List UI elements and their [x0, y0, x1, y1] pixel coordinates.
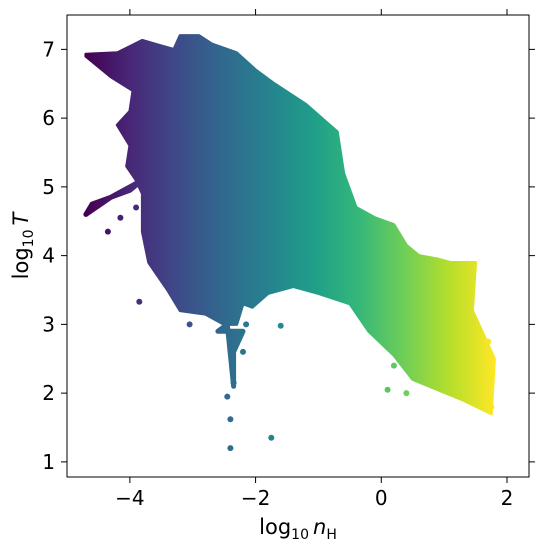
scatter-point: [133, 204, 140, 211]
y-tick-label: 4: [42, 244, 55, 268]
y-tick-label: 1: [42, 450, 55, 474]
scatter-point: [136, 298, 143, 305]
scatter-point: [277, 322, 284, 329]
x-axis-label: log10 nH: [259, 515, 337, 543]
scatter-point: [224, 393, 231, 400]
y-tick-label: 6: [42, 106, 55, 130]
y-tick-label: 5: [42, 175, 55, 199]
scatter-point: [485, 338, 492, 345]
scatter-point: [243, 321, 250, 328]
scatter-point: [104, 228, 111, 235]
scatter-point: [488, 403, 495, 410]
scatter-point: [230, 379, 237, 386]
plot-frame: [66, 14, 530, 478]
data-layer: [83, 34, 496, 452]
y-axis-label: log10T: [9, 210, 37, 279]
point-cloud-region: [84, 34, 496, 416]
scatter-point: [227, 445, 234, 452]
x-tick-label: 2: [501, 486, 514, 510]
x-tick-label: 0: [375, 486, 388, 510]
scatter-point: [186, 321, 193, 328]
ticks-layer: −4 −2 0 2 1 2 3 4 5 6 7: [42, 9, 535, 510]
branch-cold-plume: [215, 321, 246, 389]
scatter-point: [460, 276, 466, 283]
scatter-point: [384, 386, 391, 393]
scatter-point: [117, 214, 124, 221]
scatter-point: [268, 434, 275, 441]
y-tick-label: 3: [42, 312, 55, 336]
x-tick-label: −2: [241, 486, 270, 510]
scatter-point: [460, 287, 466, 293]
y-tick-label: 2: [42, 381, 55, 405]
branch-low-density-arm: [83, 177, 145, 217]
scatter-point: [227, 416, 234, 423]
scatter-point: [403, 390, 410, 397]
x-tick-label: −4: [115, 486, 144, 510]
y-tick-label: 7: [42, 37, 55, 61]
scatter-point: [390, 362, 397, 369]
scatter-point: [240, 348, 246, 355]
